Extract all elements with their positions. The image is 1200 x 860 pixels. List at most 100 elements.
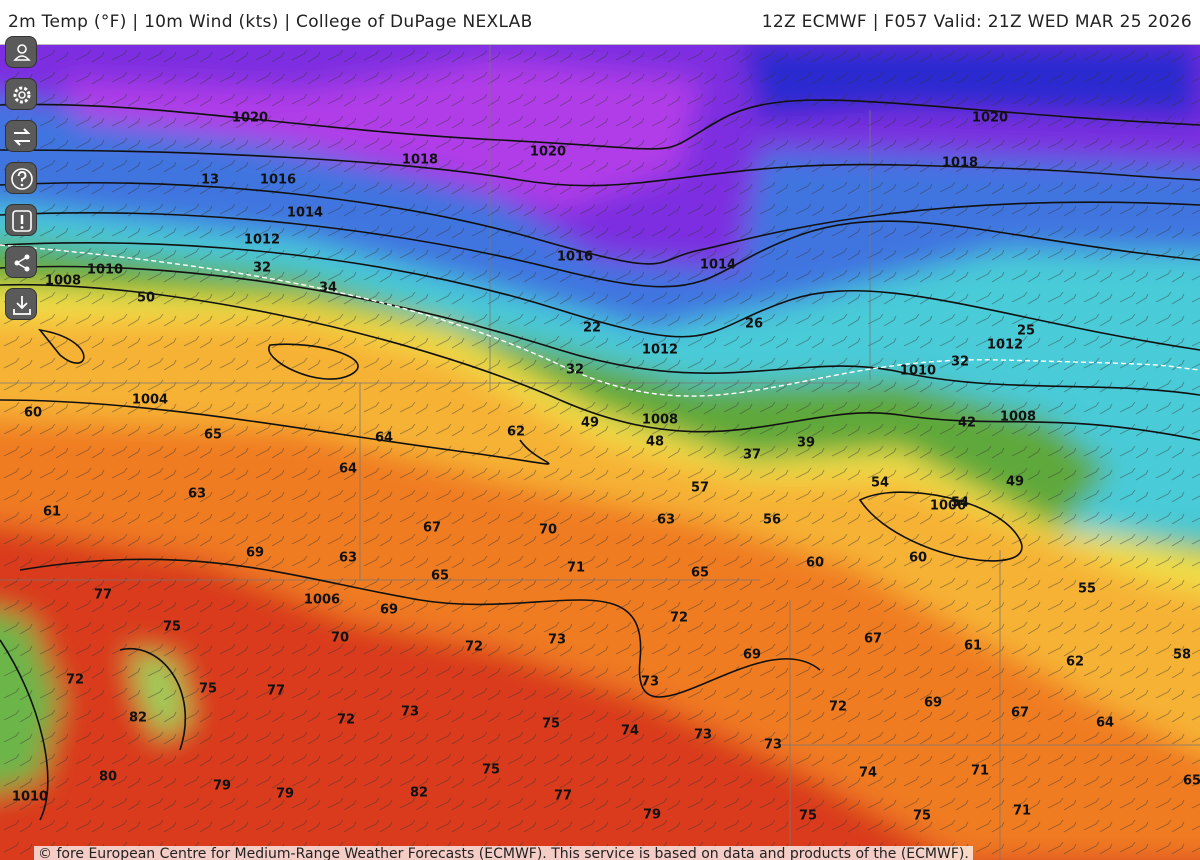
temperature-label: 61 [964, 639, 982, 654]
header-title: 2m Temp (°F) | 10m Wind (kts) | College … [8, 12, 533, 32]
temperature-label: 63 [339, 551, 357, 566]
temperature-label: 69 [246, 546, 264, 561]
profile-button[interactable] [5, 36, 37, 68]
temperature-label: 48 [646, 435, 664, 450]
temperature-label: 77 [554, 789, 572, 804]
isobar-label: 1016 [260, 173, 296, 188]
isobar-label: 1004 [132, 393, 168, 408]
temperature-label: 71 [1013, 804, 1031, 819]
temperature-label: 72 [670, 611, 688, 626]
header-run-info: 12Z ECMWF | F057 Valid: 21Z WED MAR 25 2… [761, 12, 1192, 32]
temperature-label: 62 [507, 425, 525, 440]
temperature-label: 49 [581, 416, 599, 431]
isobar-label: 1010 [900, 364, 936, 379]
state-borders [0, 44, 1200, 860]
temperature-label: 61 [43, 505, 61, 520]
temperature-label: 22 [583, 321, 601, 336]
temperature-label: 82 [129, 711, 147, 726]
swap-button[interactable] [5, 120, 37, 152]
freezing-line [0, 244, 1200, 397]
attribution: © fore European Centre for Medium-Range … [34, 846, 973, 860]
isobar-label: 1020 [232, 111, 268, 126]
temperature-label: 32 [951, 355, 969, 370]
temperature-label: 63 [188, 487, 206, 502]
temperature-label: 79 [643, 808, 661, 823]
temperature-label: 72 [465, 640, 483, 655]
temperature-label: 54 [951, 496, 969, 511]
download-button[interactable] [5, 288, 37, 320]
temperature-label: 13 [201, 173, 219, 188]
temperature-label: 65 [691, 566, 709, 581]
temperature-label: 75 [163, 620, 181, 635]
weather-map: 1020 1020 1020 1018 1018 1016 1016 1014 1014 1012… [0, 44, 1200, 860]
share-button[interactable] [5, 246, 37, 278]
isobar-label: 1012 [642, 343, 678, 358]
temperature-label: 74 [621, 724, 639, 739]
isobar-label: 1018 [942, 156, 978, 171]
temperature-label: 71 [567, 561, 585, 576]
temperature-label: 65 [1183, 774, 1200, 789]
temperature-label: 58 [1173, 648, 1191, 663]
temperature-label: 63 [657, 513, 675, 528]
temperature-label: 73 [764, 738, 782, 753]
temperature-label: 73 [548, 633, 566, 648]
temperature-label: 70 [539, 523, 557, 538]
temperature-label: 75 [199, 682, 217, 697]
temperature-label: 72 [66, 673, 84, 688]
isobars [0, 99, 1200, 821]
temperature-label: 72 [829, 700, 847, 715]
temperature-label: 37 [743, 448, 761, 463]
temperature-label: 74 [859, 766, 877, 781]
help-button[interactable] [5, 162, 37, 194]
temperature-label: 50 [137, 291, 155, 306]
temperature-label: 57 [691, 481, 709, 496]
isobar-label: 1010 [12, 790, 48, 805]
isobar-label: 1016 [557, 250, 593, 265]
temperature-label: 60 [24, 406, 42, 421]
temperature-label: 55 [1078, 582, 1096, 597]
temperature-label: 42 [958, 416, 976, 431]
temperature-label: 72 [337, 713, 355, 728]
temperature-label: 79 [213, 779, 231, 794]
temperature-label: 70 [331, 631, 349, 646]
isobar-label: 1006 [304, 593, 340, 608]
temperature-label: 69 [743, 648, 761, 663]
isobar-label: 1008 [45, 274, 81, 289]
map-labels: 1020 1020 1020 1018 1018 1016 1016 1014 1014 1012… [12, 111, 1200, 824]
temperature-label: 25 [1017, 324, 1035, 339]
isobar-label: 1010 [87, 263, 123, 278]
temperature-label: 73 [641, 675, 659, 690]
temperature-label: 64 [1096, 716, 1114, 731]
temperature-label: 26 [745, 317, 763, 332]
temperature-label: 75 [542, 717, 560, 732]
temperature-label: 75 [913, 809, 931, 824]
temperature-label: 69 [924, 696, 942, 711]
temperature-label: 80 [99, 770, 117, 785]
header-bar: 2m Temp (°F) | 10m Wind (kts) | College … [0, 0, 1200, 45]
temperature-label: 69 [380, 603, 398, 618]
wind-barbs [0, 44, 1200, 860]
isobar-label: 1012 [987, 338, 1023, 353]
temperature-label: 56 [763, 513, 781, 528]
temperature-label: 39 [797, 436, 815, 451]
settings-button[interactable] [5, 78, 37, 110]
temperature-label: 60 [806, 556, 824, 571]
temperature-label: 75 [482, 763, 500, 778]
temperature-label: 67 [1011, 706, 1029, 721]
isobar-label: 1006 [930, 499, 966, 514]
temperature-label: 32 [253, 261, 271, 276]
temperature-label: 82 [410, 786, 428, 801]
temperature-label: 77 [267, 684, 285, 699]
temperature-label: 79 [276, 787, 294, 802]
isobar-label: 1018 [402, 153, 438, 168]
temperature-label: 67 [864, 632, 882, 647]
temperature-label: 77 [94, 588, 112, 603]
alert-button[interactable] [5, 204, 37, 236]
temperature-label: 71 [971, 764, 989, 779]
temperature-label: 60 [909, 551, 927, 566]
isobar-label: 1020 [530, 145, 566, 160]
isobar-label: 1014 [287, 206, 323, 221]
temperature-label: 67 [423, 521, 441, 536]
temperature-label: 73 [694, 728, 712, 743]
